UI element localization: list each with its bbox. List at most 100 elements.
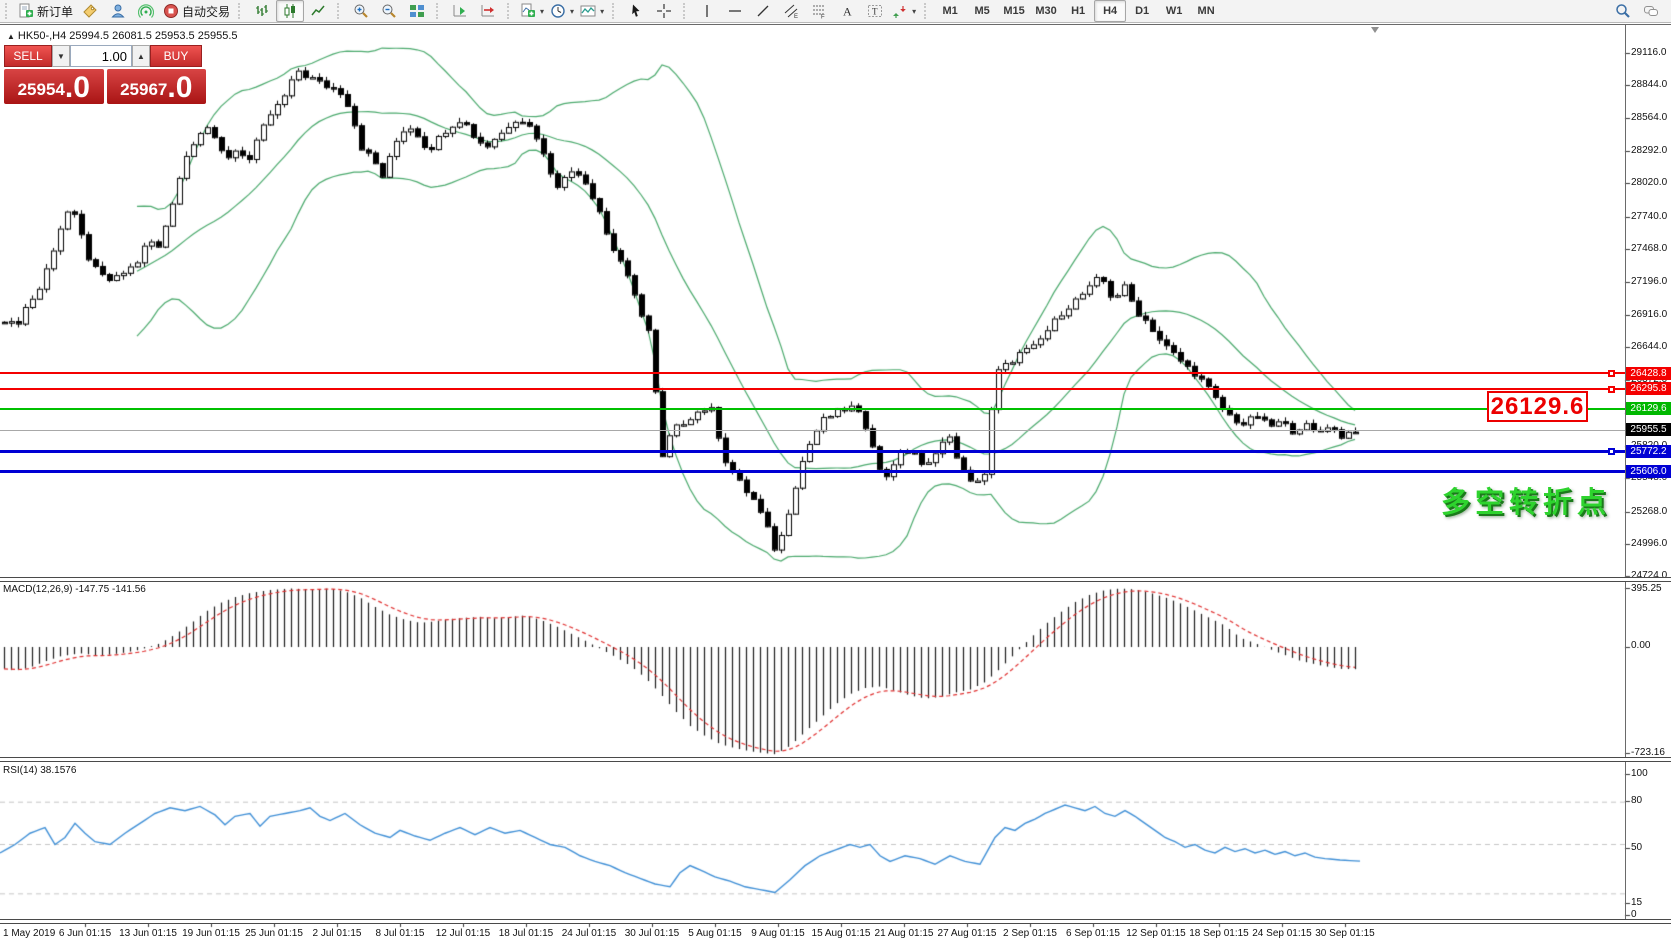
level-handle[interactable] xyxy=(1608,370,1615,377)
main-toolbar: 新订单 自动交易 ▾ ▾ ▾ E F A T ▾ M1 M5 M15 M30 H… xyxy=(0,0,1671,23)
candlestick-chart-button[interactable] xyxy=(276,0,305,22)
text-icon: A xyxy=(839,3,855,19)
equidistant-channel-icon: E xyxy=(783,3,799,19)
price-axis-label: 27196.0 xyxy=(1631,275,1668,287)
periods-button[interactable]: ▾ xyxy=(547,0,577,22)
horizontal-level-line[interactable] xyxy=(0,430,1625,431)
price-axis-label: 28292.0 xyxy=(1631,144,1668,156)
arrows-button[interactable]: ▾ xyxy=(889,0,919,22)
toolbar-grip xyxy=(683,3,689,19)
profile-button[interactable] xyxy=(104,0,132,22)
price-axis-label: 27740.0 xyxy=(1631,210,1668,222)
chart-shift-marker[interactable] xyxy=(1371,27,1379,33)
text-label-button[interactable]: T xyxy=(861,0,889,22)
chat-button[interactable] xyxy=(1637,0,1665,22)
trendline-icon xyxy=(755,3,771,19)
chart-shift-button[interactable] xyxy=(474,0,502,22)
signal-button[interactable] xyxy=(132,0,160,22)
buy-price-frac: .0 xyxy=(167,71,193,104)
volume-input[interactable] xyxy=(70,45,132,67)
fibonacci-icon: F xyxy=(811,3,827,19)
symbol-marker-icon: ▲ xyxy=(7,32,15,41)
ticket-button[interactable] xyxy=(76,0,104,22)
macd-axis-max: 395.25 xyxy=(1631,583,1662,594)
timeframe-h4-button[interactable]: H4 xyxy=(1094,0,1127,22)
volume-increase-button[interactable]: ▲ xyxy=(132,45,150,67)
sell-button[interactable]: SELL xyxy=(4,45,52,67)
volume-decrease-button[interactable]: ▼ xyxy=(52,45,70,67)
search-button[interactable] xyxy=(1609,0,1637,22)
one-click-trading-panel: SELL ▼ ▲ BUY 25954.0 25967.0 xyxy=(4,45,206,104)
crosshair-button[interactable] xyxy=(650,0,678,22)
autotrade-icon xyxy=(163,3,179,19)
timeframe-w1-button[interactable]: W1 xyxy=(1165,5,1183,17)
indicators-button[interactable]: ▾ xyxy=(517,0,547,22)
horizontal-line-button[interactable] xyxy=(721,0,749,22)
price-axis-label: 28844.0 xyxy=(1631,79,1668,91)
horizontal-level-line[interactable] xyxy=(0,470,1625,473)
level-handle[interactable] xyxy=(1608,448,1615,455)
horizontal-level-line[interactable] xyxy=(0,408,1625,410)
timeframe-m5-button[interactable]: M5 xyxy=(974,5,990,17)
zoom-out-button[interactable] xyxy=(375,0,403,22)
time-axis-label: 30 Sep 01:15 xyxy=(1315,928,1375,939)
equidistant-channel-button[interactable]: E xyxy=(777,0,805,22)
toolbar-grip xyxy=(507,3,513,19)
dropdown-arrow-icon: ▾ xyxy=(600,6,605,16)
tile-windows-icon xyxy=(409,3,425,19)
svg-text:F: F xyxy=(821,15,825,20)
horizontal-level-line[interactable] xyxy=(0,388,1625,390)
rsi-axis-label: 80 xyxy=(1631,795,1643,806)
vertical-line-button[interactable] xyxy=(693,0,721,22)
rsi-panel-separator[interactable] xyxy=(0,757,1671,762)
text-button[interactable]: A xyxy=(833,0,861,22)
new-order-button[interactable]: 新订单 xyxy=(15,0,76,22)
timeframe-h1-button[interactable]: H1 xyxy=(1071,5,1086,17)
price-axis-border xyxy=(1625,24,1626,923)
level-handle[interactable] xyxy=(1608,386,1615,393)
line-chart-icon xyxy=(310,3,326,19)
bar-chart-button[interactable] xyxy=(248,0,276,22)
fibonacci-button[interactable]: F xyxy=(805,0,833,22)
timeframe-mn-button[interactable]: MN xyxy=(1197,5,1215,17)
buy-button[interactable]: BUY xyxy=(150,45,202,67)
time-axis-label: 19 Jun 01:15 xyxy=(182,928,240,939)
toolbar-grip xyxy=(5,3,11,19)
timeframe-m30-button[interactable]: M30 xyxy=(1035,5,1057,17)
price-badge: 25606.0 xyxy=(1626,464,1671,478)
trendline-button[interactable] xyxy=(749,0,777,22)
time-axis-label: 25 Jun 01:15 xyxy=(245,928,303,939)
toolbar-grip xyxy=(337,3,343,19)
timeframe-m1-button[interactable]: M1 xyxy=(942,5,958,17)
auto-scroll-button[interactable] xyxy=(446,0,474,22)
time-axis-separator xyxy=(0,919,1671,924)
sell-price-main: 25954 xyxy=(17,80,65,99)
rsi-label: RSI(14) 38.1576 xyxy=(3,765,77,776)
time-axis-label: 6 Jun 01:15 xyxy=(58,928,112,939)
cursor-button[interactable] xyxy=(622,0,650,22)
signal-icon xyxy=(138,3,155,19)
line-chart-button[interactable] xyxy=(304,0,332,22)
time-axis-label: 18 Jul 01:15 xyxy=(498,928,554,939)
time-axis-label: 1 May 2019 xyxy=(3,928,56,939)
timeframe-d1-button[interactable]: D1 xyxy=(1135,5,1150,17)
templates-button[interactable]: ▾ xyxy=(577,0,607,22)
indicators-icon xyxy=(520,3,536,19)
chat-icon xyxy=(1643,3,1659,19)
horizontal-level-line[interactable] xyxy=(0,372,1625,374)
horizontal-level-line[interactable] xyxy=(0,450,1625,453)
autotrade-button[interactable]: 自动交易 xyxy=(160,0,233,22)
time-axis-label: 24 Sep 01:15 xyxy=(1252,928,1312,939)
zoom-in-button[interactable] xyxy=(347,0,375,22)
svg-text:A: A xyxy=(843,5,852,19)
autotrade-label: 自动交易 xyxy=(182,4,231,19)
turning-point-annotation[interactable]: 多空转折点 xyxy=(1441,487,1612,519)
price-badge: 26295.8 xyxy=(1626,382,1671,396)
macd-axis-min: -723.16 xyxy=(1631,747,1665,758)
timeframe-m15-button[interactable]: M15 xyxy=(1003,5,1025,17)
tile-windows-button[interactable] xyxy=(403,0,431,22)
macd-panel-separator[interactable] xyxy=(0,577,1671,582)
toolbar-grip xyxy=(436,3,442,19)
price-level-label[interactable]: 26129.6 xyxy=(1487,391,1588,422)
